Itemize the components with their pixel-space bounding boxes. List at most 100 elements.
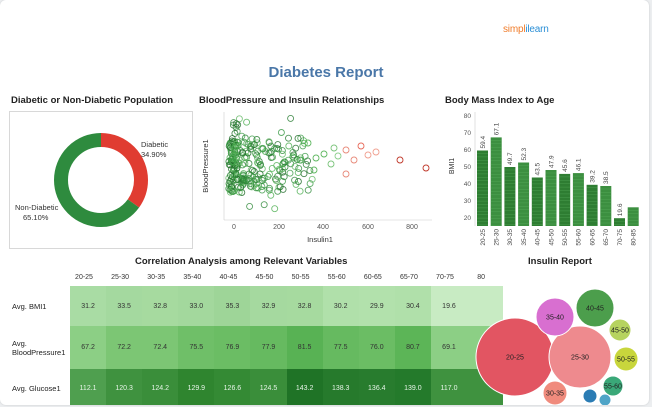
bmi-bar-35-40[interactable]: [518, 162, 530, 227]
report-title: Diabetes Report: [268, 64, 384, 81]
corr-cell[interactable]: 33.0: [178, 286, 215, 326]
corr-cell[interactable]: 126.6: [214, 369, 251, 405]
corr-cell[interactable]: 138.3: [322, 369, 359, 405]
corr-cell[interactable]: 136.4: [358, 369, 395, 405]
scatter-point: [247, 145, 255, 153]
insulin-title: Insulin Report: [528, 256, 592, 267]
non-diabetic-percent: 65.10%: [23, 213, 49, 222]
scatter-point: [271, 205, 279, 213]
non-diabetic-label: Non-Diabetic: [15, 203, 59, 212]
bmi-bar-45-50[interactable]: [545, 170, 557, 226]
corr-cell[interactable]: 30.4: [394, 286, 431, 326]
insulin-bubble-55-60[interactable]: [602, 375, 624, 397]
corr-cell[interactable]: 69.1: [430, 326, 468, 369]
bmi-xtick: 80-85: [631, 229, 638, 246]
scatter-point: [273, 162, 281, 169]
corr-cell[interactable]: 129.9: [178, 369, 215, 405]
scatter-point: [342, 170, 350, 178]
scatter-point: [267, 142, 275, 150]
corr-cell[interactable]: 124.5: [250, 369, 287, 405]
scatter-point: [238, 132, 246, 140]
bmi-bar-30-35[interactable]: [504, 167, 516, 226]
insulin-bubble-40-45[interactable]: [575, 288, 615, 328]
bmi-bar-80-85[interactable]: [627, 207, 639, 226]
insulin-bubble-label: 35-40: [546, 315, 564, 322]
corr-cell[interactable]: 81.5: [286, 326, 323, 369]
corr-cell[interactable]: 35.3: [214, 286, 251, 326]
bmi-bar-50-55[interactable]: [559, 173, 571, 226]
corr-cell[interactable]: 139.0: [394, 369, 431, 405]
insulin-bubble-35-40[interactable]: [535, 297, 575, 337]
corr-cell[interactable]: 67.2: [70, 326, 107, 369]
insulin-bubble-50-55[interactable]: [613, 346, 639, 372]
insulin-bubble[interactable]: [598, 393, 612, 405]
bmi-bar-25-30[interactable]: [490, 137, 502, 226]
scatter-point: [312, 154, 320, 162]
scatter-point: [242, 177, 250, 185]
corr-cell[interactable]: 76.0: [358, 326, 395, 369]
scatter-point: [246, 142, 254, 150]
corr-cell[interactable]: 120.3: [106, 369, 143, 405]
scatter-point: [291, 176, 299, 184]
corr-cell[interactable]: 124.2: [142, 369, 179, 405]
scatter-point: [300, 139, 308, 147]
scatter-point: [292, 180, 300, 188]
corr-cell[interactable]: 77.9: [250, 326, 287, 369]
bmi-bar-20-25[interactable]: [477, 150, 488, 227]
scatter-point: [229, 153, 237, 161]
bmi-ytick: 40: [464, 181, 472, 188]
corr-col-header: 35-40: [183, 274, 202, 281]
corr-cell[interactable]: 33.5: [106, 286, 143, 326]
bmi-ytick: 50: [464, 164, 472, 171]
scatter-point: [230, 147, 238, 155]
corr-cell[interactable]: 72.2: [106, 326, 143, 369]
insulin-bubble-label: 20-25: [506, 355, 524, 362]
corr-cell[interactable]: 76.9: [214, 326, 251, 369]
bmi-bar-40-45[interactable]: [531, 177, 543, 227]
corr-col-header: 70-75: [436, 274, 454, 281]
scatter-point: [310, 166, 318, 174]
scatter-point: [301, 152, 309, 160]
corr-cell[interactable]: 80.7: [394, 326, 431, 369]
scatter-point: [258, 183, 266, 191]
corr-cell[interactable]: 75.5: [178, 326, 215, 369]
scatter-point: [291, 162, 299, 170]
scatter-point: [306, 180, 314, 188]
insulin-bubble-30-35[interactable]: [542, 380, 568, 405]
bmi-xtick: 35-40: [521, 229, 528, 246]
corr-cell[interactable]: 32.9: [250, 286, 287, 326]
scatter-point: [342, 146, 350, 154]
corr-cell[interactable]: 31.2: [70, 286, 107, 326]
insulin-bubble[interactable]: [582, 388, 598, 404]
corr-cell[interactable]: 32.8: [142, 286, 179, 326]
corr-col-header: 40-45: [219, 274, 238, 281]
donut-chart: Diabetic 34.90% Non-Diabetic 65.10%: [15, 133, 168, 227]
scatter-point: [253, 136, 261, 143]
scatter-point: [229, 121, 237, 129]
bmi-ytick: 20: [464, 215, 472, 222]
corr-row-label: Avg. BloodPressure1: [8, 326, 70, 369]
corr-cell[interactable]: 30.2: [322, 286, 359, 326]
bmi-bar-55-60[interactable]: [572, 173, 584, 226]
insulin-bubble-45-50[interactable]: [608, 318, 632, 342]
bmi-bar-60-65[interactable]: [586, 184, 598, 226]
bmi-bar-70-75[interactable]: [614, 218, 625, 226]
corr-cell[interactable]: 19.6: [430, 286, 468, 326]
corr-cell[interactable]: 143.2: [286, 369, 323, 405]
corr-cell[interactable]: 112.1: [70, 369, 107, 405]
corr-cell[interactable]: 29.9: [358, 286, 395, 326]
insulin-bubble-25-30[interactable]: [548, 325, 612, 389]
scatter-point: [253, 151, 261, 159]
scatter-point: [350, 156, 358, 164]
corr-cell[interactable]: 32.8: [286, 286, 323, 326]
corr-cell[interactable]: [467, 286, 504, 326]
scatter-point: [320, 150, 328, 158]
bmi-ytick: 30: [464, 198, 472, 205]
bmi-data-label: 46.1: [576, 158, 583, 171]
corr-cell[interactable]: 77.5: [322, 326, 359, 369]
donut-slice-non-diabetic[interactable]: [54, 133, 148, 227]
scatter-point: [243, 154, 251, 162]
scatter-point: [284, 156, 292, 164]
corr-cell[interactable]: 117.0: [430, 369, 468, 405]
corr-cell[interactable]: 72.4: [142, 326, 179, 369]
